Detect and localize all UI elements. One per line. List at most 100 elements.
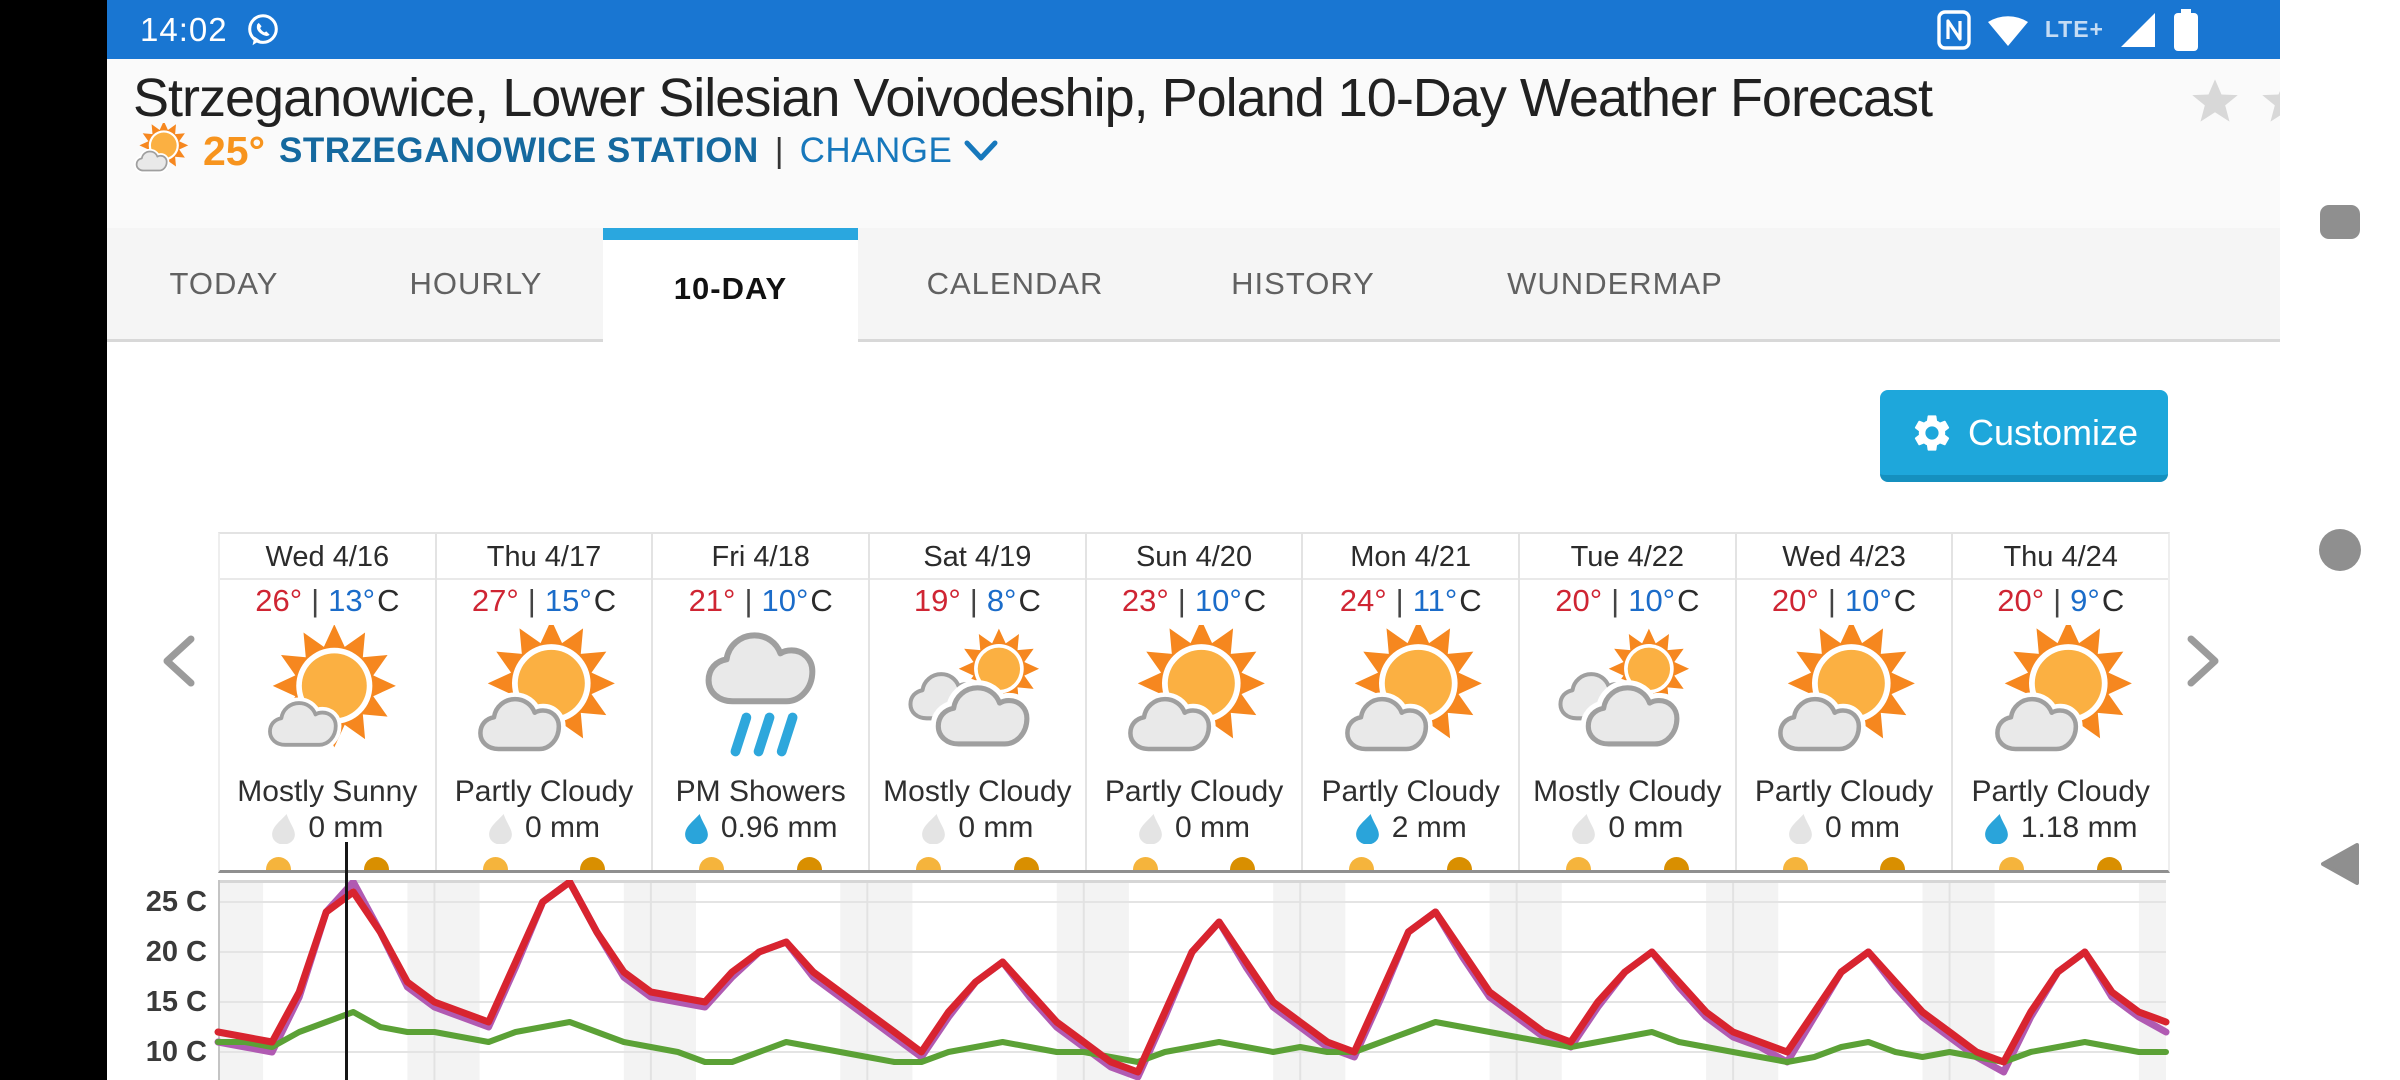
station-bar: 25° STRZEGANOWICE STATION | CHANGE bbox=[133, 123, 998, 179]
star-icon-clipped[interactable] bbox=[2259, 75, 2280, 127]
temp-separator: | bbox=[1611, 583, 1620, 618]
sunset-icon bbox=[1447, 857, 1473, 870]
carousel-left-chevron[interactable] bbox=[159, 635, 199, 687]
sunrise-icon bbox=[1132, 857, 1158, 870]
day-condition: Partly Cloudy bbox=[454, 775, 634, 808]
partly-cloudy-icon bbox=[1121, 625, 1267, 771]
station-name-link[interactable]: STRZEGANOWICE STATION bbox=[279, 131, 759, 170]
precip-droplet-icon bbox=[488, 813, 513, 844]
change-station-button[interactable]: CHANGE bbox=[800, 131, 999, 171]
day-date: Fri 4/18 bbox=[653, 534, 869, 580]
forecast-day-column[interactable]: Tue 4/22 20° | 10° C Mostly Cloudy 0 mm bbox=[1518, 534, 1735, 870]
forecast-day-column[interactable]: Wed 4/23 20° | 10° C Partly Cloudy 0 mm bbox=[1734, 534, 1952, 870]
temp-separator: | bbox=[527, 583, 536, 618]
temp-separator: | bbox=[969, 583, 978, 618]
day-high-temp: 19° bbox=[913, 583, 961, 618]
clock: 14:02 bbox=[140, 10, 228, 48]
sunrise-icon bbox=[266, 857, 291, 870]
day-high-temp: 27° bbox=[471, 583, 519, 618]
precip-droplet-icon bbox=[1571, 813, 1596, 844]
current-time-marker bbox=[345, 842, 348, 1080]
separator: | bbox=[774, 131, 784, 170]
day-precip-amount: 0 mm bbox=[308, 811, 384, 844]
day-date: Thu 4/24 bbox=[1953, 534, 2169, 580]
day-high-temp: 26° bbox=[255, 583, 303, 618]
android-nav-bar bbox=[2280, 0, 2400, 1080]
forecast-day-column[interactable]: Mon 4/21 24° | 11° C Partly Cloudy 2 mm bbox=[1301, 534, 1519, 870]
day-low-temp: 10° bbox=[1628, 583, 1676, 618]
day-precip-amount: 0.96 mm bbox=[720, 811, 838, 844]
home-circle-icon[interactable] bbox=[2319, 529, 2361, 571]
precip-droplet-icon bbox=[1355, 813, 1380, 844]
nfc-icon bbox=[1937, 9, 1971, 50]
tab-wundermap[interactable]: WUNDERMAP bbox=[1507, 266, 1723, 301]
signal-icon bbox=[2121, 12, 2155, 47]
precip-droplet-icon bbox=[1984, 813, 2009, 844]
precip-droplet-icon bbox=[271, 813, 296, 844]
current-temp: 25° bbox=[203, 127, 266, 174]
day-high-temp: 20° bbox=[1555, 583, 1603, 618]
tab-10-day[interactable]: 10-DAY bbox=[603, 228, 858, 350]
tab-history[interactable]: HISTORY bbox=[1231, 266, 1375, 301]
wu-10day-page: Strzeganowice, Lower Silesian Voivodeshi… bbox=[107, 59, 2280, 1080]
y-axis-tick: 10 C bbox=[145, 1036, 207, 1068]
temp-unit: C bbox=[1018, 583, 1041, 618]
day-low-temp: 10° bbox=[761, 583, 809, 618]
forecast-day-column[interactable]: Thu 4/17 27° | 15° C Partly Cloudy 0 mm bbox=[434, 534, 652, 870]
day-date: Sun 4/20 bbox=[1086, 534, 1302, 580]
pm-showers-icon bbox=[688, 625, 834, 771]
recents-square-icon[interactable] bbox=[2320, 205, 2360, 239]
precip-droplet-icon bbox=[921, 813, 946, 844]
forecast-day-column[interactable]: Wed 4/16 26° | 13° C Mostly Sunny 0 mm bbox=[220, 534, 435, 870]
day-date: Mon 4/21 bbox=[1303, 534, 1519, 580]
carousel-right-chevron[interactable] bbox=[2183, 635, 2223, 687]
sunset-icon bbox=[2097, 857, 2123, 870]
sunset-icon bbox=[1013, 857, 1039, 870]
precip-droplet-icon bbox=[1138, 813, 1163, 844]
change-label: CHANGE bbox=[799, 131, 953, 170]
back-triangle-icon[interactable] bbox=[2321, 843, 2359, 885]
series-temperature bbox=[214, 880, 2170, 1076]
temp-unit: C bbox=[1893, 583, 1917, 618]
y-axis-tick: 15 C bbox=[145, 986, 207, 1018]
chevron-down-icon bbox=[964, 140, 998, 161]
gear-icon bbox=[1914, 414, 1950, 451]
star-icon[interactable] bbox=[2189, 75, 2241, 127]
temp-unit: C bbox=[810, 583, 833, 618]
temp-separator: | bbox=[1395, 583, 1404, 618]
temperature-chart bbox=[214, 880, 2170, 1080]
partly-cloudy-icon bbox=[471, 625, 617, 771]
day-precip-amount: 0 mm bbox=[958, 811, 1034, 844]
forecast-table: Wed 4/16 26° | 13° C Mostly Sunny 0 mm T… bbox=[218, 532, 2170, 873]
forecast-day-column[interactable]: Thu 4/24 20° | 9° C Partly Cloudy 1.18 m… bbox=[1951, 534, 2169, 870]
temp-unit: C bbox=[2101, 583, 2125, 618]
tab-hourly[interactable]: HOURLY bbox=[409, 266, 543, 301]
sunset-icon bbox=[363, 857, 389, 870]
partly-cloudy-icon bbox=[1338, 625, 1484, 771]
y-axis-tick: 25 C bbox=[145, 886, 207, 918]
day-precip-amount: 0 mm bbox=[1825, 811, 1901, 844]
forecast-day-column[interactable]: Sat 4/19 19° | 8° C Mostly Cloudy 0 mm bbox=[868, 534, 1085, 870]
day-date: Tue 4/22 bbox=[1520, 534, 1735, 580]
day-low-temp: 15° bbox=[544, 583, 592, 618]
customize-button[interactable]: Customize bbox=[1880, 390, 2168, 482]
status-bar: 14:02 LTE+ bbox=[107, 0, 2280, 59]
sunset-icon bbox=[1663, 857, 1689, 870]
day-low-temp: 9° bbox=[2070, 583, 2100, 618]
forecast-day-column[interactable]: Sun 4/20 23° | 10° C Partly Cloudy 0 mm bbox=[1084, 534, 1302, 870]
forecast-day-column[interactable]: Fri 4/18 21° | 10° C PM Showers 0.96 mm bbox=[651, 534, 869, 870]
day-high-temp: 23° bbox=[1121, 583, 1169, 618]
tab-today[interactable]: TODAY bbox=[169, 266, 279, 301]
day-precip-amount: 2 mm bbox=[1391, 811, 1467, 844]
day-precip-amount: 1.18 mm bbox=[2020, 811, 2138, 844]
day-date: Thu 4/17 bbox=[436, 534, 652, 580]
day-condition: PM Showers bbox=[675, 775, 846, 808]
tab-calendar[interactable]: CALENDAR bbox=[926, 266, 1104, 301]
active-tab-label: 10-DAY bbox=[673, 271, 788, 306]
sunrise-icon bbox=[699, 857, 725, 870]
day-condition: Partly Cloudy bbox=[1754, 775, 1934, 808]
temp-separator: | bbox=[2053, 583, 2062, 618]
day-precip-amount: 0 mm bbox=[1608, 811, 1684, 844]
temp-unit: C bbox=[1677, 583, 1700, 618]
day-date: Sat 4/19 bbox=[870, 534, 1085, 580]
